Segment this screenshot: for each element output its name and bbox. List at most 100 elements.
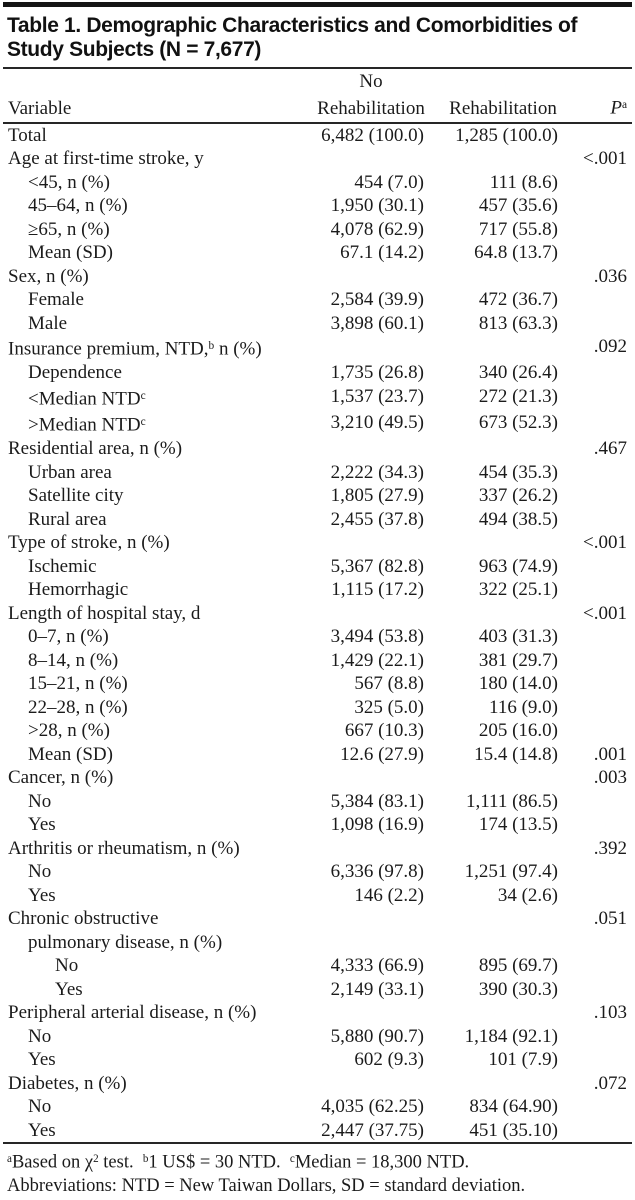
cell-rehabilitation: 895 (69.7) [478,955,558,977]
cell-no-rehabilitation: 1,537 (23.7) [330,385,424,407]
table-row: >Median NTDc 3,210 (49.5) 673 (52.3) [0,411,635,437]
table-row: Insurance premium, NTD,b n (%) .092 [0,335,635,361]
cell-rehabilitation: 963 (74.9) [478,555,558,577]
cell-no-rehabilitation: 4,035 (62.25) [321,1096,424,1118]
cell-rehabilitation: 390 (30.3) [478,978,558,1000]
cell-p-value: .103 [593,1002,627,1024]
row-label: Diabetes, n (%) [8,1072,127,1094]
cell-no-rehabilitation: 2,222 (34.3) [330,461,424,483]
cell-no-rehabilitation: 146 (2.2) [354,884,424,906]
table-row: 8–14, n (%) 1,429 (22.1) 381 (29.7) [0,649,635,673]
cell-no-rehabilitation: 5,384 (83.1) [330,790,424,812]
row-label: Age at first-time stroke, y [8,148,204,170]
cell-rehabilitation: 472 (36.7) [478,289,558,311]
cell-p-value: .092 [593,336,627,358]
cell-rehabilitation [436,602,570,626]
header-row-2: Variable Rehabilitation Rehabilitation P… [0,93,635,122]
cell-rehabilitation: 457 (35.6) [478,195,558,217]
footnote-superscript: 2 [93,1153,99,1166]
table-row: Arthritis or rheumatism, n (%) .392 [0,837,635,861]
row-label: Male [28,312,68,334]
cell-p-value [570,241,635,265]
cell-p-value [570,361,635,385]
cell-no-rehabilitation: 5,880 (90.7) [330,1025,424,1047]
table-row: No 4,333 (66.9) 895 (69.7) [0,954,635,978]
cell-rehabilitation [436,147,570,171]
table-row: Satellite city 1,805 (27.9) 337 (26.2) [0,484,635,508]
header-no-rehab-line2: Rehabilitation [317,97,425,119]
cell-no-rehabilitation [306,837,436,861]
cell-rehabilitation [436,766,570,790]
header-variable: Variable [8,97,72,119]
cell-p-value [570,884,635,908]
cell-no-rehabilitation [306,335,436,361]
row-label: Peripheral arterial disease, n (%) [8,1002,257,1024]
cell-rehabilitation: 673 (52.3) [478,412,558,434]
footnote-line-1: aBased on χ2 test. b1 US$ = 30 NTD. cMed… [7,1148,629,1175]
cell-no-rehabilitation: 454 (7.0) [354,171,424,193]
cell-rehabilitation [436,907,570,931]
table-row: Chronic obstructive .051 [0,907,635,931]
cell-p-value [570,124,635,148]
row-label: Residential area, n (%) [8,438,183,460]
row-label: Yes [28,814,56,836]
table-row: Hemorrhagic 1,115 (17.2) 322 (25.1) [0,578,635,602]
cell-p-value: <.001 [583,602,627,624]
table-row: No 4,035 (62.25) 834 (64.90) [0,1095,635,1119]
cell-rehabilitation: 15.4 (14.8) [474,743,558,765]
cell-rehabilitation: 454 (35.3) [478,461,558,483]
cell-p-value [570,578,635,602]
footnote-text: 1 US$ = 30 NTD. [148,1152,290,1173]
footnote-line-2: Abbreviations: NTD = New Taiwan Dollars,… [7,1175,526,1196]
table-row: ≥65, n (%) 4,078 (62.9) 717 (55.8) [0,218,635,242]
row-label: Mean (SD) [28,743,113,765]
table-row: Total 6,482 (100.0) 1,285 (100.0) [0,124,635,148]
cell-rehabilitation [436,531,570,555]
row-label: 45–64, n (%) [28,195,128,217]
cell-no-rehabilitation: 4,333 (66.9) [330,955,424,977]
cell-no-rehabilitation: 1,805 (27.9) [330,485,424,507]
row-label: Yes [28,1049,56,1071]
cell-no-rehabilitation [306,1072,436,1096]
table-row: Residential area, n (%) .467 [0,437,635,461]
cell-rehabilitation: 34 (2.6) [497,884,558,906]
cell-p-value [570,1095,635,1119]
cell-p-value [570,484,635,508]
cell-rehabilitation: 1,184 (92.1) [464,1025,558,1047]
table-title-line1: Table 1. Demographic Characteristics and… [7,14,578,37]
table-row: Urban area 2,222 (34.3) 454 (35.3) [0,461,635,485]
cell-no-rehabilitation: 4,078 (62.9) [330,218,424,240]
row-label: No [55,955,79,977]
cell-no-rehabilitation [306,265,436,289]
row-label: Ischemic [28,555,97,577]
cell-no-rehabilitation [306,907,436,931]
footnote-superscript: a [7,1153,12,1166]
row-label: Rural area [28,508,107,530]
cell-rehabilitation: 337 (26.2) [478,485,558,507]
cell-no-rehabilitation: 3,210 (49.5) [330,412,424,434]
header-p-value: Pa [570,93,635,121]
footnote-text: Based on χ [11,1152,94,1173]
cell-p-value: .003 [593,767,627,789]
cell-p-value [570,813,635,837]
cell-p-value [570,411,635,437]
table-body: Total 6,482 (100.0) 1,285 (100.0) Age at fi… [0,124,635,1143]
cell-p-value [570,288,635,312]
cell-p-value [570,978,635,1002]
cell-p-value [570,719,635,743]
row-label: Yes [28,884,56,906]
cell-no-rehabilitation: 5,367 (82.8) [330,555,424,577]
table-row: No 5,384 (83.1) 1,111 (86.5) [0,790,635,814]
cell-p-value [570,1025,635,1049]
table-row: Dependence 1,735 (26.8) 340 (26.4) [0,361,635,385]
row-label: <Median NTDc [28,388,146,410]
table-row: Yes 2,447 (37.75) 451 (35.10) [0,1119,635,1143]
p-label: P [610,97,622,119]
cell-p-value [570,461,635,485]
p-superscript: a [621,99,627,111]
cell-p-value [570,954,635,978]
cell-p-value: .072 [593,1072,627,1094]
table-row: pulmonary disease, n (%) [0,931,635,955]
cell-rehabilitation: 180 (14.0) [478,673,558,695]
cell-p-value: .051 [593,908,627,930]
